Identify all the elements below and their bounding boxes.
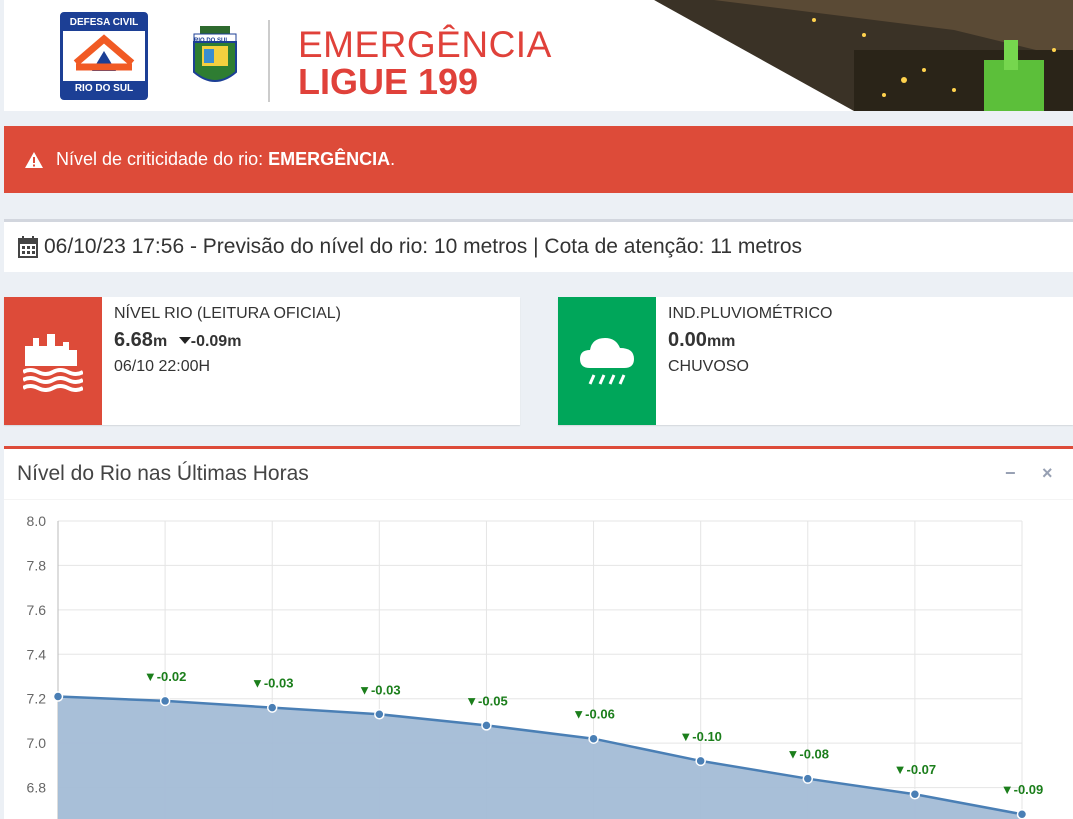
river-chart-panel: Nível do Rio nas Últimas Horas − × 8.0 7.… [4, 446, 1073, 819]
rain-cloud-icon [580, 338, 634, 385]
emergency-phone: LIGUE 199 [298, 61, 479, 102]
river-level-icon-area [4, 297, 102, 425]
river-level-unit: m [152, 333, 168, 350]
y-tick-label: 7.4 [27, 646, 47, 662]
data-point [909, 788, 921, 800]
minimize-button[interactable]: − [1005, 463, 1016, 483]
river-level-time: 06/10 22:00H [114, 358, 211, 375]
river-level-delta: -0.09m [190, 333, 242, 350]
forecast-info-bar: 06/10/23 17:56 - Previsão do nível do ri… [4, 219, 1073, 272]
y-tick-label: 7.2 [27, 691, 47, 707]
defesa-civil-emblem-icon [73, 34, 135, 71]
crest-text: RIO DO SUL [194, 38, 230, 44]
data-label: ▼-0.10 [679, 729, 722, 744]
rain-status: CHUVOSO [668, 358, 749, 375]
y-tick-label: 7.6 [27, 602, 47, 618]
data-point [802, 773, 814, 784]
close-button[interactable]: × [1042, 463, 1053, 483]
criticality-alert: Nível de criticidade do rio: EMERGÊNCIA … [4, 126, 1073, 193]
panel-header: Nível do Rio nas Últimas Horas [4, 449, 1073, 500]
data-point [374, 709, 385, 720]
defesa-civil-logo[interactable]: DEFESA CIVIL RIO DO SUL [60, 12, 148, 100]
data-point [52, 691, 64, 702]
data-point [588, 733, 599, 744]
data-point [695, 755, 706, 767]
data-point [481, 720, 492, 731]
y-tick-label: 7.0 [27, 735, 47, 751]
forecast-text: 06/10/23 17:56 - Previsão do nível do ri… [44, 235, 803, 258]
y-tick-label: 7.8 [27, 557, 47, 573]
caret-down-icon [178, 336, 191, 344]
series-line [57, 695, 1023, 816]
emergency-title: EMERGÊNCIA [298, 24, 552, 65]
rain-index-icon-area [558, 297, 656, 425]
flood-icon [23, 334, 83, 392]
defesa-civil-logo-bottom: RIO DO SUL [63, 81, 145, 97]
alert-prefix: Nível de criticidade do rio: [56, 149, 269, 169]
y-tick-label: 6.8 [27, 780, 47, 796]
city-night-photo [654, 0, 1073, 111]
river-level-box: NÍVEL RIO (LEITURA OFICIAL) 6.68m -0.09m… [4, 297, 520, 425]
data-label: ▼-0.06 [572, 707, 615, 722]
rain-index-number: 0.00 [668, 329, 707, 351]
rain-index-unit: mm [706, 333, 736, 350]
data-label: ▼-0.05 [465, 693, 508, 708]
panel-title: Nível do Rio nas Últimas Horas [17, 462, 309, 485]
header-divider [268, 20, 270, 102]
data-point [159, 695, 171, 707]
city-crest-icon[interactable] [190, 22, 240, 90]
calendar-icon [18, 236, 38, 258]
data-label: ▼-0.07 [894, 762, 937, 777]
alert-level: EMERGÊNCIA [268, 149, 391, 169]
data-label: ▼-0.08 [787, 747, 830, 762]
river-level-label: NÍVEL RIO (LEITURA OFICIAL) [114, 305, 342, 322]
data-label: ▼-0.03 [251, 676, 294, 691]
data-point [1016, 808, 1028, 819]
river-level-value: 6.68m -0.09m [114, 329, 341, 352]
area-fill [58, 696, 1022, 819]
warning-icon [25, 151, 43, 168]
rain-index-box: IND.PLUVIOMÉTRICO 0.00mm CHUVOSO [558, 297, 1073, 425]
alert-suffix: . [390, 149, 396, 169]
site-header: DEFESA CIVIL RIO DO SUL RIO DO SUL EMERG… [4, 0, 1073, 111]
rain-index-value: 0.00mm [668, 329, 832, 352]
defesa-civil-logo-top: DEFESA CIVIL [63, 15, 145, 31]
rain-index-label: IND.PLUVIOMÉTRICO [668, 305, 833, 322]
data-label: ▼-0.09 [1001, 782, 1044, 797]
data-label: ▼-0.02 [144, 669, 187, 684]
y-tick-label: 8.0 [27, 513, 47, 529]
data-label: ▼-0.03 [358, 682, 401, 697]
data-point [266, 702, 278, 713]
river-level-number: 6.68 [114, 329, 153, 351]
river-level-chart: 8.0 7.8 7.6 7.4 7.2 7.0 6.8 ▼-0.02 ▼-0.03 ▼-0.03 ▼… [27, 513, 1044, 819]
